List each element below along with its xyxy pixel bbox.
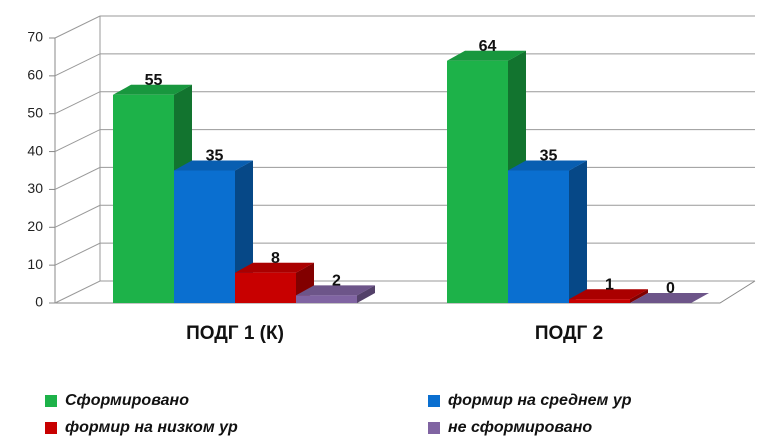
y-tick-label: 0 [35,294,43,310]
legend-label: не сформировано [448,419,592,436]
data-label: 64 [479,38,497,55]
data-label: 35 [206,148,224,165]
bar-top [447,50,526,61]
bar-top-shade [113,84,192,95]
bar-side-shade [357,285,375,303]
bar-top [235,262,314,273]
bar [174,170,235,303]
bar-top-shade [174,160,253,171]
bar [235,272,296,303]
bar [296,295,357,303]
grid-line [54,53,755,77]
bar-top-shade [235,262,314,273]
grid-line [54,91,755,115]
y-tick-label: 10 [27,256,43,272]
bar [569,299,630,303]
bar [113,94,174,304]
y-tick-label: 20 [27,218,43,234]
data-label: 1 [605,276,614,293]
bar-top [296,285,375,296]
grid-line [54,129,755,153]
x-tick-label: ПОДГ 1 (К) [186,323,284,344]
data-label: 0 [666,280,675,297]
y-tick-label: 60 [27,67,43,83]
legend-label: Сформировано [65,392,189,409]
bar-top [630,293,709,303]
legend-swatch [45,395,57,407]
data-label: 35 [540,148,558,165]
bar-top [113,84,192,95]
legend-swatch [428,422,440,434]
legend-label: формир на низком ур [65,419,238,436]
y-tick-label: 40 [27,142,43,158]
bar-top [508,160,587,171]
grid-line [54,15,755,39]
data-label: 2 [332,273,341,290]
bar-side [357,285,375,303]
y-tick-label: 30 [27,180,43,196]
bar-top-shade [630,293,709,303]
legend-swatch [45,422,57,434]
bar-side-shade [569,160,587,303]
legend-label: формир на среднем ур [448,392,632,409]
data-label: 8 [271,250,280,267]
bar-top-shade [296,285,375,296]
bar [508,170,569,303]
y-tick-label: 50 [27,104,43,120]
bar-side-shade [630,289,648,303]
bar-top [174,160,253,171]
legend-swatch [428,395,440,407]
bar-top-shade [569,289,648,300]
x-tick-label: ПОДГ 2 [535,323,603,344]
bar-side [630,289,648,303]
bar-top-shade [447,50,526,61]
bar-top [569,289,648,300]
bar-top-shade [508,160,587,171]
y-tick-label: 70 [27,29,43,45]
data-label: 55 [145,72,163,89]
bar [447,60,508,303]
bar-side [569,160,587,303]
